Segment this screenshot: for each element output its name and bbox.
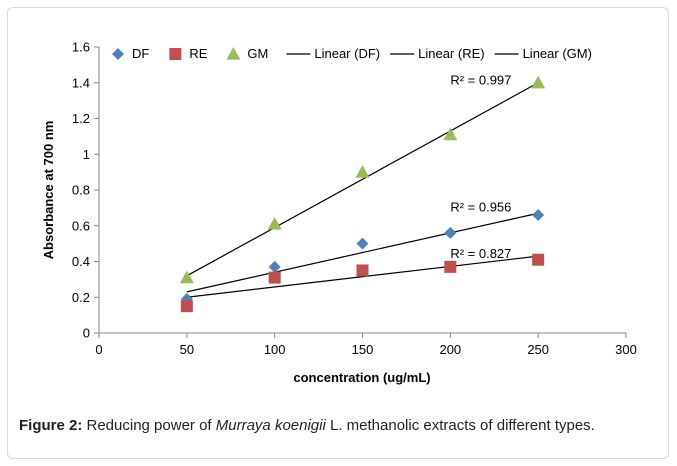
data-point-re [444,260,457,273]
y-tick-label: 1.6 [72,40,90,55]
x-tick-label: 150 [352,342,374,357]
legend: DF RE GM Linear (DF) Linear (RE) Linear (GM) [112,46,592,61]
caption-text-before: Reducing power of [82,417,216,434]
chart-axes [98,47,626,334]
x-tick-label: 300 [615,342,637,357]
trendlines [186,82,539,298]
data-point-gm [267,216,282,230]
data-point-df [356,237,369,250]
figure-frame [7,7,669,459]
y-tick-label: 0.4 [72,254,90,269]
r2-label: R² = 0.827 [450,246,511,261]
y-tick-label: 0 [83,326,90,341]
trendline-0 [186,212,539,293]
y-tick-label: 1.4 [72,75,90,90]
data-point-gm [355,165,370,178]
figure-caption: Figure 2: Reducing power of Murraya koen… [19,416,663,436]
data-point-re [268,271,281,284]
trendline-1 [186,255,539,298]
caption-species: Murraya koenigii [215,417,326,434]
data-point-df [268,260,281,273]
data-point-df [444,226,457,239]
data-point-re [532,253,545,266]
x-axis-ticks: 0 50 100 150 200 250 300 [95,333,637,357]
legend-label: RE [189,46,207,61]
chart: 0 50 100 150 200 250 300 0 0.2 0.4 0.6 0.8 1 1.2 1.4 1… [41,40,637,386]
legend-marker-df [112,48,124,60]
y-tick-label: 0.6 [72,218,90,233]
legend-label: GM [247,46,268,61]
y-axis-ticks: 0 0.2 0.4 0.6 0.8 1 1.2 1.4 1.6 [72,40,99,341]
data-point-gm [531,75,546,89]
caption-text-after: L. methanolic extracts of different type… [325,417,595,434]
legend-label: Linear (GM) [523,46,592,61]
x-tick-label: 0 [95,342,102,357]
y-tick-label: 1 [83,147,90,162]
data-point-re [356,264,369,277]
r2-label: R² = 0.956 [450,199,511,214]
data-point-gm [179,270,194,284]
legend-label: Linear (DF) [314,46,380,61]
data-points [179,75,546,313]
y-tick-label: 1.2 [72,111,90,126]
legend-marker-gm [226,47,241,60]
data-point-gm [443,127,458,141]
x-tick-label: 50 [180,342,194,357]
y-tick-label: 0.2 [72,290,90,305]
trendline-2 [186,82,539,277]
legend-label: DF [132,46,149,61]
x-axis-label: concentration (ug/mL) [293,370,430,385]
x-tick-label: 100 [264,342,286,357]
legend-label: Linear (RE) [418,46,484,61]
data-point-df [532,209,545,222]
x-tick-label: 200 [439,342,461,357]
legend-marker-re [169,48,182,60]
y-axis-label: Absorbance at 700 nm [41,121,56,260]
r2-labels: R² = 0.956 R² = 0.827 R² = 0.997 [450,73,511,261]
r2-label: R² = 0.997 [450,73,511,88]
x-tick-label: 250 [527,342,549,357]
caption-label: Figure 2: [19,417,83,434]
y-tick-label: 0.8 [72,183,90,198]
data-point-re [180,300,193,313]
